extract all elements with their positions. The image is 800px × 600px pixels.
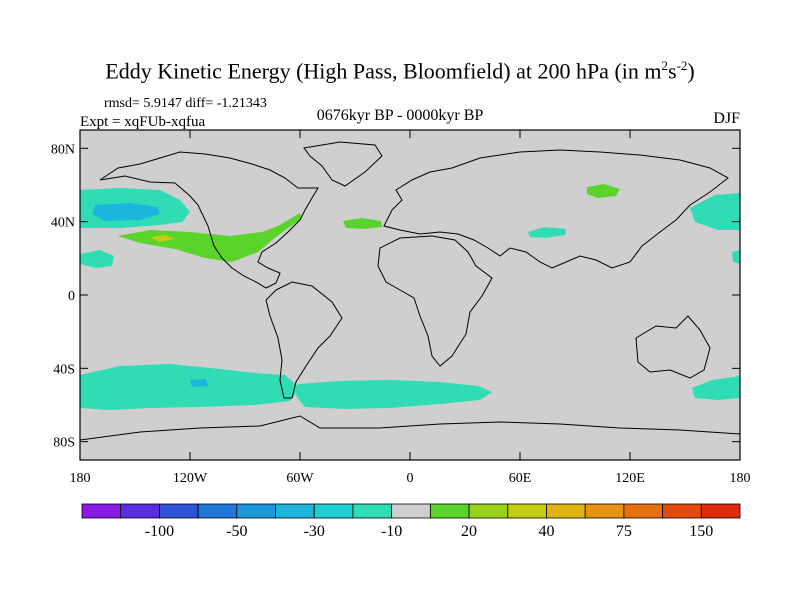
title-sup-2: -2 — [676, 58, 688, 73]
title-tail: ) — [687, 58, 695, 84]
coast-north-america — [99, 151, 319, 289]
colorbar-swatch — [662, 503, 702, 519]
longitude-labels: 180 120W 60W 0 60E 120E 180 — [70, 471, 751, 486]
colorbar-swatch — [159, 503, 199, 519]
colorbar-label: -10 — [381, 523, 402, 540]
title-main: Eddy Kinetic Energy (High Pass, Bloomfie… — [105, 58, 662, 84]
lon-label: 120W — [173, 471, 208, 486]
colorbar-label: 75 — [616, 523, 632, 540]
colorbar-swatch — [391, 503, 431, 519]
lat-label: 80N — [51, 142, 75, 157]
stats-text: rmsd= 5.9147 diff= -1.21343 — [104, 96, 267, 111]
title-mid: s — [668, 58, 677, 84]
colorbar-label: -30 — [304, 523, 325, 540]
coast-south-america — [265, 281, 343, 399]
latitude-labels: 80N 40N 0 40S 80S — [51, 142, 75, 450]
anomaly-northwest-pacific — [690, 193, 740, 230]
colorbar-swatch — [584, 503, 625, 519]
anomaly-north-america-jet — [118, 213, 302, 262]
colorbar-swatch — [468, 503, 509, 519]
title-sup-1: 2 — [661, 58, 669, 73]
colorbar-swatch — [197, 503, 238, 519]
lat-label: 80S — [53, 436, 75, 451]
experiment-label: Expt = xqFUb-xqfua — [80, 114, 206, 130]
colorbar-swatch — [507, 503, 547, 519]
colorbar-swatch — [313, 503, 354, 519]
lon-label: 120E — [615, 471, 645, 486]
season-label: DJF — [713, 110, 740, 127]
coast-africa — [377, 235, 493, 367]
anomaly-shading — [80, 184, 740, 410]
colorbar-swatch — [623, 503, 663, 519]
map-background — [80, 130, 740, 460]
colorbar-labels: -100 -50 -30 -10 20 40 75 150 — [145, 523, 714, 540]
anomaly-jet-core — [150, 235, 175, 242]
lat-label: 0 — [68, 289, 75, 304]
coast-eurasia — [383, 149, 729, 269]
anomaly-south-atlantic — [296, 380, 492, 409]
colorbar-swatch — [700, 503, 741, 519]
coast-greenland — [303, 141, 383, 187]
anomaly-central-asia — [587, 184, 620, 198]
colorbar-label: -100 — [145, 523, 174, 540]
colorbar-swatch — [429, 503, 470, 519]
anomaly-southern-pacific-blue — [190, 379, 208, 387]
colorbar-swatch — [236, 503, 276, 519]
colorbar-swatch — [546, 503, 586, 519]
colorbar-swatch — [352, 503, 393, 519]
anomaly-west-pacific-edge — [732, 250, 740, 264]
lon-label: 60E — [509, 471, 532, 486]
anomaly-tibet — [528, 227, 566, 238]
coastlines — [80, 141, 740, 441]
coast-antarctica — [80, 415, 740, 441]
colorbar — [81, 503, 741, 519]
colorbar-label: 150 — [689, 523, 713, 540]
colorbar-label: 40 — [538, 523, 554, 540]
colorbar-label: -50 — [226, 523, 247, 540]
lon-label: 180 — [70, 471, 91, 486]
colorbar-swatch — [120, 503, 160, 519]
colorbar-swatch — [81, 503, 122, 519]
lat-label: 40N — [51, 216, 75, 231]
anomaly-subtropical-pacific — [80, 250, 114, 268]
coast-australia — [635, 315, 711, 379]
lat-label: 40S — [53, 362, 75, 377]
colorbar-label: 20 — [461, 523, 477, 540]
anomaly-southern-pacific — [80, 364, 300, 410]
lon-label: 0 — [407, 471, 414, 486]
anomaly-south-west-pacific — [692, 376, 740, 400]
colorbar-swatch — [275, 503, 315, 519]
anomaly-north-atlantic — [343, 218, 382, 229]
period-label: 0676kyr BP - 0000kyr BP — [316, 107, 484, 124]
lon-label: 60W — [286, 471, 314, 486]
anomaly-north-pacific-cyan — [92, 203, 160, 221]
lon-label: 180 — [730, 471, 751, 486]
axis-ticks — [79, 130, 741, 460]
chart-title: Eddy Kinetic Energy (High Pass, Bloomfie… — [0, 58, 800, 84]
